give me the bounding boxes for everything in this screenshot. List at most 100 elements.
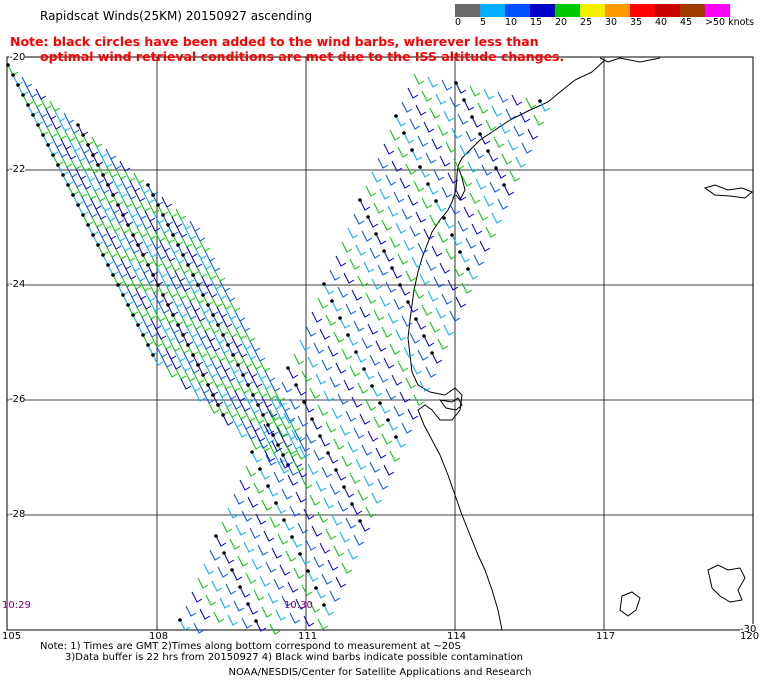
wind-barb (395, 222, 407, 234)
wind-barb (389, 343, 401, 355)
wind-barb (263, 530, 275, 542)
wind-barb (341, 241, 353, 253)
wind-barb (357, 275, 369, 287)
wind-barb-contamination-dot (31, 113, 35, 117)
wind-barb (341, 562, 353, 574)
wind-barb (253, 589, 265, 601)
wind-barb (278, 462, 290, 474)
wind-barb (431, 138, 443, 150)
wind-barb (249, 340, 261, 352)
wind-barb (355, 458, 367, 470)
wind-barb (309, 494, 321, 506)
wind-barb (405, 377, 417, 389)
wind-barb (191, 591, 203, 603)
wind-barb-contamination-dot (478, 132, 482, 136)
wind-barb-contamination-dot (386, 418, 390, 422)
wind-barb-contamination-dot (458, 250, 462, 254)
wind-barb (231, 569, 243, 581)
coastline-bay (438, 397, 463, 411)
wind-barb (239, 479, 251, 491)
color-scale-box (580, 4, 605, 17)
map-grid (6, 56, 754, 631)
wind-barb (435, 200, 447, 212)
wind-barb (385, 174, 397, 186)
wind-barb-contamination-dot (241, 373, 245, 377)
contamination-note: Note: black circles have been added to t… (10, 34, 570, 64)
wind-barb (443, 324, 455, 336)
wind-barb (185, 605, 197, 617)
wind-barb (349, 365, 361, 377)
wind-barb (253, 482, 265, 494)
wind-barb (205, 594, 217, 606)
wind-barb (437, 124, 449, 136)
wind-barb (54, 110, 66, 122)
wind-barb (375, 340, 387, 352)
wind-barb (389, 450, 401, 462)
wind-barb (247, 496, 259, 508)
lon-label-120: 120 (740, 631, 760, 642)
wind-barb (247, 603, 259, 615)
wind-barb (211, 580, 223, 592)
wind-barb (331, 514, 343, 526)
wind-barb-contamination-dot (286, 366, 290, 370)
wind-barb (341, 455, 353, 467)
wind-barb-contamination-dot (238, 585, 242, 589)
wind-barb (327, 559, 339, 571)
wind-barb-contamination-dot (318, 434, 322, 438)
wind-barb (371, 171, 383, 183)
wind-barb (180, 378, 192, 390)
wind-barb-contamination-dot (342, 485, 346, 489)
wind-barb (453, 158, 465, 170)
wind-barb (503, 184, 515, 196)
wind-barb (491, 212, 503, 224)
wind-barb (327, 345, 339, 357)
wind-barb (399, 391, 411, 403)
wind-barb (477, 102, 489, 114)
wind-barb (507, 139, 519, 151)
wind-barb-contamination-dot (206, 303, 210, 307)
wind-barb-contamination-dot (350, 502, 354, 506)
wind-barb-contamination-dot (141, 333, 145, 337)
wind-barb (413, 180, 425, 192)
wind-barb-contamination-dot (251, 393, 255, 397)
wind-barb (273, 471, 285, 483)
wind-barb (233, 493, 245, 505)
wind-barb (425, 152, 437, 164)
note-line-2: optimal wind retrieval conditions are me… (40, 49, 565, 64)
wind-barb (285, 550, 297, 562)
wind-barb (441, 79, 453, 91)
wind-barb-contamination-dot (156, 203, 160, 207)
wind-barb (347, 227, 359, 239)
wind-barb (443, 217, 455, 229)
wind-barb (421, 90, 433, 102)
color-scale-box (530, 4, 555, 17)
wind-barb (179, 619, 191, 631)
wind-barb (445, 248, 457, 260)
wind-barb (209, 549, 221, 561)
wind-barb (251, 558, 263, 570)
wind-barb (133, 172, 145, 184)
wind-barb (281, 488, 293, 500)
wind-barb (493, 136, 505, 148)
wind-barb (367, 430, 379, 442)
wind-barb-contamination-dot (11, 73, 15, 77)
wind-barb-contamination-dot (226, 343, 230, 347)
wind-barb (339, 424, 351, 436)
wind-barb (271, 547, 283, 559)
wind-barb (371, 278, 383, 290)
coastline (407, 57, 753, 631)
wind-barb (323, 283, 335, 295)
wind-barb-contamination-dot (450, 233, 454, 237)
wind-barb-contamination-dot (146, 183, 150, 187)
wind-barb (469, 85, 481, 97)
wind-barb (363, 368, 375, 380)
wind-barb (303, 615, 315, 627)
wind-barb-contamination-dot (166, 303, 170, 307)
wind-barb (345, 303, 357, 315)
wind-barb (351, 396, 363, 408)
wind-barb-contamination-dot (146, 343, 150, 347)
wind-barb-contamination-dot (46, 143, 50, 147)
wind-barb (459, 144, 471, 156)
wind-barb (347, 441, 359, 453)
wind-barb (317, 511, 329, 523)
